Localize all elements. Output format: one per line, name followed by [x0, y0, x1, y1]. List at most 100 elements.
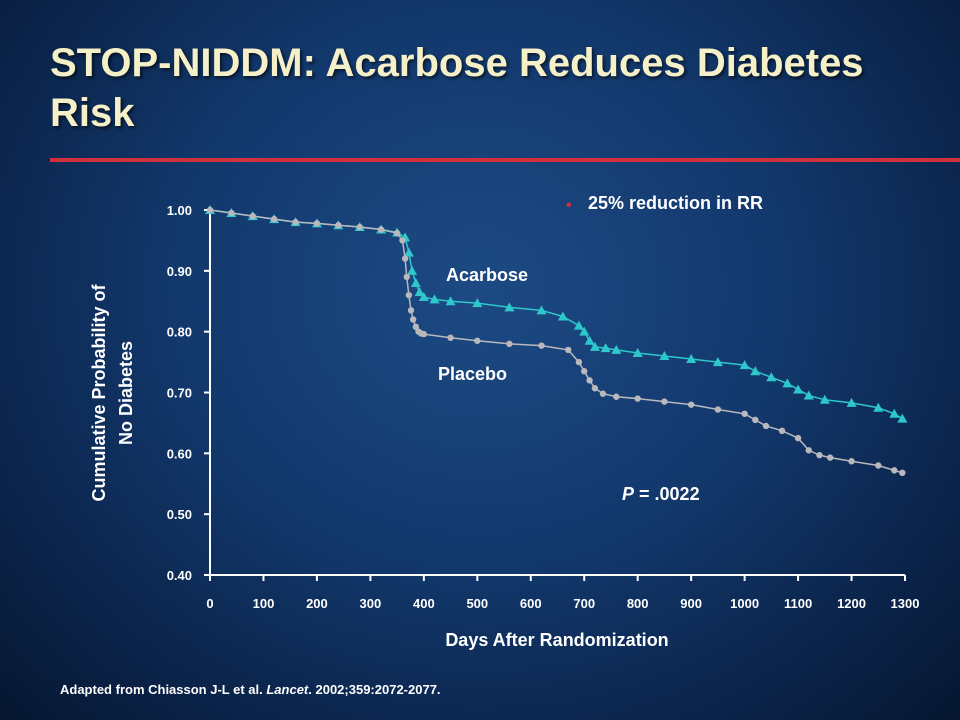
- y-tick-label: 0.80: [167, 325, 192, 340]
- placebo-point: [794, 434, 802, 442]
- acarbose-point: [536, 305, 547, 315]
- placebo-point: [313, 220, 321, 227]
- placebo-point: [393, 229, 401, 237]
- placebo-point: [891, 467, 898, 474]
- placebo-point: [591, 385, 599, 392]
- acarbose-point: [766, 372, 777, 382]
- x-tick-label: 300: [360, 596, 382, 611]
- x-tick-label: 500: [466, 596, 488, 611]
- x-tick-label: 1100: [784, 596, 812, 611]
- placebo-point: [778, 427, 786, 435]
- acarbose-point: [445, 296, 456, 306]
- citation-suffix: . 2002;359:2072-2077.: [308, 682, 441, 697]
- x-tick-label: 1300: [891, 596, 920, 611]
- x-tick-label: 400: [413, 596, 435, 611]
- placebo-point: [714, 406, 722, 413]
- acarbose-point: [793, 384, 804, 394]
- placebo-point: [292, 218, 299, 226]
- acarbose-point: [584, 335, 595, 345]
- acarbose-point: [410, 278, 421, 287]
- placebo-point: [599, 390, 607, 397]
- placebo-point: [206, 206, 214, 214]
- x-tick-label: 1000: [730, 596, 759, 611]
- y-tick-label: 0.60: [167, 446, 192, 461]
- acarbose-point: [712, 357, 723, 367]
- placebo-point: [377, 226, 385, 233]
- placebo-point: [407, 307, 415, 314]
- placebo-point: [447, 334, 454, 341]
- placebo-point: [401, 255, 409, 262]
- y-axis-label-group: Cumulative Probability of No Diabetes: [89, 283, 136, 501]
- acarbose-point: [573, 320, 584, 330]
- acarbose-point: [782, 378, 793, 388]
- tick-group: 0 100 200 300 400 500 600 700 800 900 1000 1100 1200…: [167, 203, 920, 611]
- placebo-point: [506, 340, 513, 348]
- acarbose-point: [819, 394, 830, 404]
- p-value-rest: = .0022: [634, 484, 700, 504]
- acarbose-point: [600, 343, 611, 353]
- acarbose-label: Acarbose: [446, 265, 528, 285]
- placebo-point: [581, 368, 588, 375]
- placebo-point: [586, 377, 593, 384]
- placebo-point: [474, 337, 481, 344]
- x-tick-label: 900: [680, 596, 702, 611]
- y-tick-label: 0.40: [167, 568, 192, 583]
- placebo-point: [575, 358, 583, 366]
- placebo-point: [564, 346, 572, 354]
- placebo-point: [409, 316, 417, 323]
- series-group: [205, 205, 908, 476]
- acarbose-point: [803, 390, 814, 400]
- x-tick-label: 200: [306, 596, 328, 611]
- acarbose-point: [589, 341, 600, 351]
- x-tick-label: 600: [520, 596, 542, 611]
- placebo-point: [634, 395, 641, 402]
- placebo-line: [209, 209, 903, 474]
- x-tick-label: 0: [206, 596, 213, 611]
- reduction-annotation: 25% reduction in RR: [588, 193, 763, 213]
- acarbose-point: [750, 366, 761, 376]
- x-tick-label: 100: [253, 596, 275, 611]
- placebo-point: [405, 291, 413, 299]
- acarbose-point: [429, 294, 440, 304]
- acarbose-point: [889, 408, 900, 418]
- placebo-point: [661, 398, 668, 405]
- placebo-point: [399, 237, 406, 244]
- x-axis-label: Days After Randomization: [445, 630, 668, 650]
- citation-journal: Lancet: [266, 682, 309, 697]
- citation-prefix: Adapted from Chiasson J-L et al.: [60, 682, 267, 697]
- placebo-point: [762, 422, 770, 430]
- acarbose-point: [686, 354, 697, 364]
- acarbose-point: [846, 397, 857, 407]
- placebo-point: [816, 451, 823, 459]
- bullet-icon: •: [566, 197, 572, 214]
- acarbose-point: [611, 344, 622, 354]
- placebo-point: [752, 416, 759, 424]
- acarbose-point: [873, 402, 884, 412]
- placebo-point: [875, 462, 882, 469]
- placebo-point: [270, 215, 278, 223]
- placebo-point: [538, 342, 545, 349]
- p-value-annotation: P = .0022: [622, 484, 700, 504]
- placebo-point: [335, 222, 342, 229]
- placebo-point: [826, 454, 834, 461]
- acarbose-point: [557, 311, 568, 321]
- x-tick-label: 700: [573, 596, 595, 611]
- p-value-italic: P: [622, 484, 635, 504]
- acarbose-point: [472, 298, 483, 308]
- placebo-point: [228, 209, 235, 217]
- x-tick-label: 1200: [837, 596, 866, 611]
- placebo-point: [899, 469, 906, 476]
- acarbose-point: [414, 287, 425, 297]
- acarbose-point: [407, 265, 418, 275]
- placebo-label: Placebo: [438, 364, 507, 384]
- acarbose-point: [504, 302, 515, 312]
- y-tick-label: 0.50: [167, 507, 192, 522]
- acarbose-point: [579, 326, 590, 336]
- placebo-point: [412, 323, 420, 330]
- placebo-point: [356, 223, 363, 231]
- placebo-point: [403, 273, 410, 281]
- acarbose-point: [403, 247, 414, 257]
- y-axis-label-line1: Cumulative Probability of: [89, 283, 109, 501]
- placebo-point: [805, 447, 812, 454]
